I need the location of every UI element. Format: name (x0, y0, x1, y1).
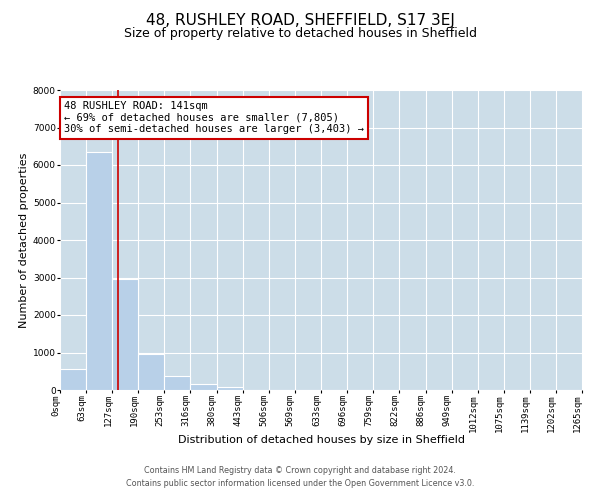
Bar (86, 152, 112, 390)
Bar (112, 280, 139, 390)
Text: Size of property relative to detached houses in Sheffield: Size of property relative to detached ho… (124, 28, 476, 40)
Text: 48 RUSHLEY ROAD: 141sqm
← 69% of detached houses are smaller (7,805)
30% of semi: 48 RUSHLEY ROAD: 141sqm ← 69% of detache… (64, 101, 364, 134)
Bar (60, 369, 86, 390)
Bar (139, 354, 164, 390)
Text: Distribution of detached houses by size in Sheffield: Distribution of detached houses by size … (178, 435, 464, 445)
Bar (164, 376, 190, 390)
Y-axis label: Number of detached properties: Number of detached properties (19, 152, 29, 328)
Text: 48, RUSHLEY ROAD, SHEFFIELD, S17 3EJ: 48, RUSHLEY ROAD, SHEFFIELD, S17 3EJ (146, 12, 454, 28)
Bar (217, 387, 243, 390)
Text: Contains HM Land Registry data © Crown copyright and database right 2024.
Contai: Contains HM Land Registry data © Crown c… (126, 466, 474, 487)
Bar (190, 384, 217, 390)
